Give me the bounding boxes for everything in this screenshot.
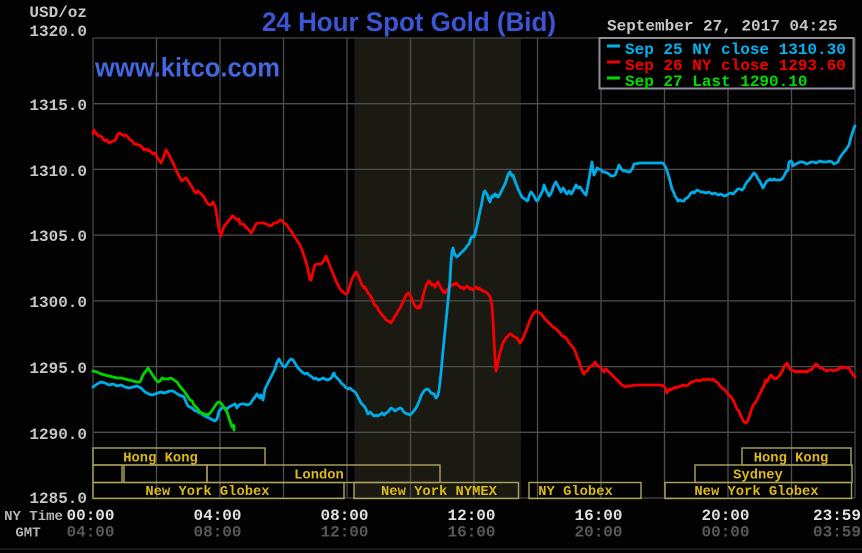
svg-text:www.kitco.com: www.kitco.com	[94, 53, 280, 83]
svg-text:Sydney: Sydney	[733, 468, 783, 484]
svg-text:NY Time: NY Time	[4, 509, 63, 525]
svg-text:New York Globex: New York Globex	[145, 484, 269, 500]
svg-text:London: London	[294, 468, 344, 484]
svg-text:Hong Kong: Hong Kong	[754, 452, 829, 467]
svg-text:Sep 26 NY close 1293.60: Sep 26 NY close 1293.60	[625, 57, 846, 75]
svg-text:Hong Kong: Hong Kong	[123, 452, 198, 467]
svg-text:1315.0: 1315.0	[29, 97, 87, 115]
svg-text:08:00: 08:00	[193, 524, 241, 542]
svg-text:16:00: 16:00	[447, 524, 495, 542]
svg-text:GMT: GMT	[15, 526, 40, 542]
svg-text:USD/oz: USD/oz	[29, 4, 87, 22]
svg-text:12:00: 12:00	[320, 524, 368, 542]
svg-text:03:59: 03:59	[813, 524, 861, 542]
svg-text:20:00: 20:00	[701, 507, 749, 525]
svg-text:00:00: 00:00	[701, 524, 749, 542]
svg-text:1320.0: 1320.0	[29, 23, 87, 41]
svg-text:NY Globex: NY Globex	[538, 484, 613, 500]
svg-text:1290.0: 1290.0	[29, 426, 87, 444]
svg-text:1295.0: 1295.0	[29, 360, 87, 378]
svg-text:1305.0: 1305.0	[29, 228, 87, 246]
svg-text:04:00: 04:00	[66, 524, 114, 542]
svg-text:08:00: 08:00	[320, 507, 368, 525]
svg-text:September 27, 2017 04:25: September 27, 2017 04:25	[607, 18, 837, 36]
svg-text:New York Globex: New York Globex	[694, 484, 818, 500]
svg-text:New York NYMEX: New York NYMEX	[381, 484, 498, 500]
svg-text:20:00: 20:00	[574, 524, 622, 542]
svg-text:00:00: 00:00	[66, 507, 114, 525]
svg-text:23:59: 23:59	[813, 507, 861, 525]
svg-text:1285.0: 1285.0	[29, 490, 87, 508]
svg-text:24 Hour Spot Gold (Bid): 24 Hour Spot Gold (Bid)	[262, 7, 556, 37]
svg-text:1300.0: 1300.0	[29, 294, 87, 312]
svg-text:Sep 25 NY close 1310.30: Sep 25 NY close 1310.30	[625, 41, 846, 59]
svg-text:04:00: 04:00	[193, 507, 241, 525]
svg-text:16:00: 16:00	[574, 507, 622, 525]
svg-text:Sep 27 Last 1290.10: Sep 27 Last 1290.10	[625, 73, 807, 91]
svg-text:1310.0: 1310.0	[29, 163, 87, 181]
svg-text:12:00: 12:00	[447, 507, 495, 525]
